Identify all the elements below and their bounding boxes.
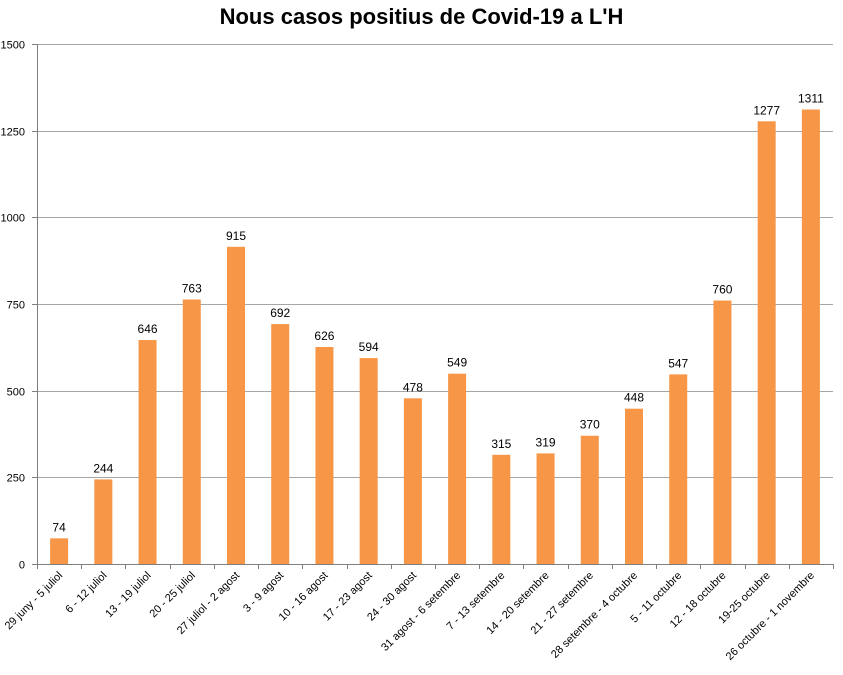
gridlines bbox=[37, 44, 833, 478]
data-label: 478 bbox=[403, 380, 423, 394]
data-label: 549 bbox=[447, 356, 467, 370]
data-label: 370 bbox=[580, 418, 600, 432]
data-label: 763 bbox=[182, 281, 202, 295]
data-label: 1277 bbox=[753, 103, 780, 117]
data-label: 448 bbox=[624, 391, 644, 405]
axes bbox=[32, 44, 834, 569]
data-label: 646 bbox=[138, 322, 158, 336]
bar bbox=[50, 538, 69, 564]
data-label: 547 bbox=[668, 356, 688, 370]
data-label: 594 bbox=[359, 340, 379, 354]
bar bbox=[713, 300, 732, 564]
x-tick-label: 13 - 19 juliol bbox=[103, 570, 153, 620]
y-tick-labels: 0 250 500 750 1000 1250 1500 bbox=[1, 40, 25, 572]
data-label: 74 bbox=[52, 520, 66, 534]
x-tick-label: 6 - 12 juliol bbox=[63, 570, 109, 616]
bar bbox=[757, 121, 776, 564]
y-tick-label: 750 bbox=[7, 300, 25, 312]
bar bbox=[536, 453, 555, 564]
data-label: 244 bbox=[93, 461, 113, 475]
data-label: 315 bbox=[491, 437, 511, 451]
bar bbox=[448, 373, 467, 564]
y-tick-label: 0 bbox=[19, 560, 25, 572]
bar bbox=[669, 374, 688, 564]
data-label: 1311 bbox=[798, 92, 824, 106]
x-tick-label: 29 juny - 5 juliol bbox=[3, 570, 66, 633]
y-tick-label: 1500 bbox=[1, 40, 25, 52]
y-tick-label: 1000 bbox=[1, 213, 25, 225]
data-labels: 74 244 646 763 915 692 626 594 478 549 315 319 370 44… bbox=[52, 92, 824, 535]
bar bbox=[94, 479, 113, 564]
y-tick-label: 500 bbox=[7, 387, 25, 399]
data-label: 319 bbox=[536, 435, 556, 449]
y-tick-label: 1250 bbox=[1, 127, 25, 139]
bar bbox=[492, 454, 511, 564]
x-tick-label: 3 - 9 agost bbox=[241, 570, 286, 615]
y-tick-label: 250 bbox=[7, 473, 25, 485]
x-tick-label: 26 octubre - 1 novembre bbox=[724, 570, 817, 663]
data-label: 626 bbox=[314, 329, 334, 343]
bars bbox=[50, 109, 820, 565]
bar bbox=[801, 109, 820, 565]
bar bbox=[182, 299, 201, 564]
bar bbox=[315, 346, 334, 564]
data-label: 692 bbox=[270, 306, 290, 320]
x-tick-label: 28 setembre - 4 octubre bbox=[549, 570, 640, 661]
bar bbox=[359, 358, 378, 564]
chart-title: Nous casos positius de Covid-19 a L'H bbox=[219, 4, 624, 29]
bar bbox=[138, 340, 157, 564]
x-tick-label: 31 agost - 6 setembre bbox=[379, 570, 463, 654]
bar bbox=[227, 246, 245, 565]
bar bbox=[625, 408, 643, 564]
bar bbox=[580, 435, 599, 564]
bar bbox=[271, 324, 290, 564]
data-label: 915 bbox=[226, 229, 246, 243]
bar bbox=[403, 398, 422, 564]
data-label: 760 bbox=[712, 283, 732, 297]
